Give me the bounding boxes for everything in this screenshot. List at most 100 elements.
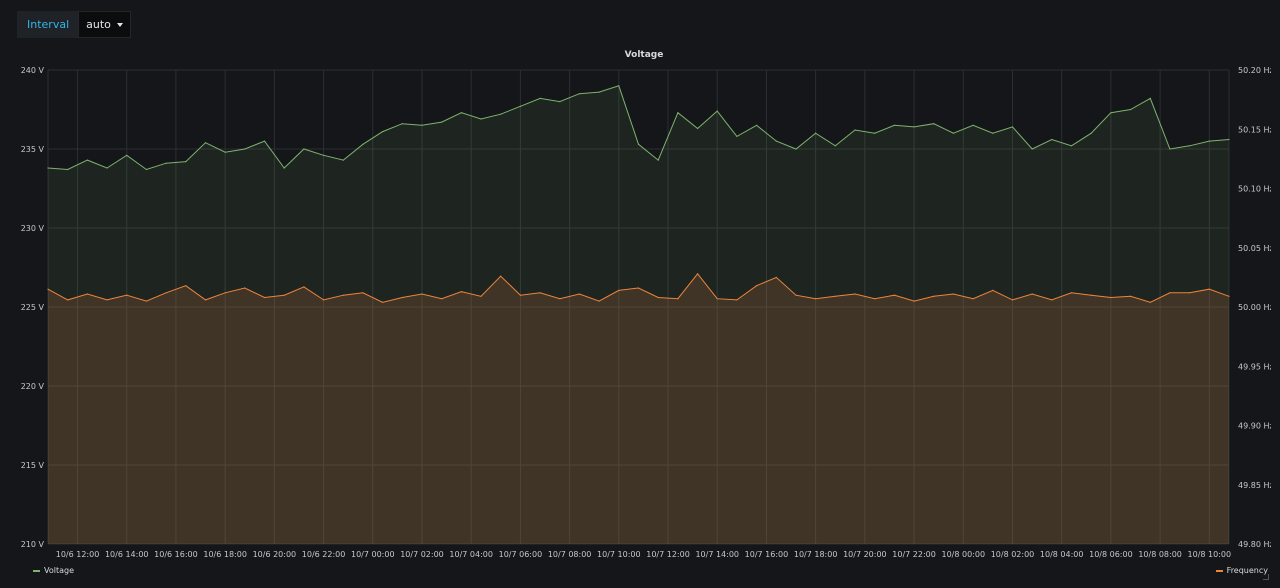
data-point-frequency <box>697 273 699 275</box>
x-tick-label: 10/7 22:00 <box>892 550 936 559</box>
x-tick-label: 10/6 20:00 <box>253 550 297 559</box>
data-point-frequency <box>1169 292 1171 294</box>
data-point-voltage <box>815 132 817 134</box>
data-point-frequency <box>263 296 266 299</box>
data-point-frequency <box>1208 288 1210 290</box>
voltage-graph-panel[interactable]: Voltage 240 V 235 V 230 V 225 V 220 V 215 V 21… <box>17 45 1271 582</box>
data-point-voltage <box>1090 132 1092 134</box>
data-point-frequency <box>67 299 69 301</box>
y-right-tick-label: 49.80 Hz <box>1238 540 1271 549</box>
interval-dropdown-value: auto <box>86 18 111 31</box>
graph-canvas[interactable]: 240 V 235 V 230 V 225 V 220 V 215 V 210 V 50.20… <box>17 45 1271 582</box>
data-point-voltage <box>1228 138 1230 141</box>
x-tick-label: 10/7 06:00 <box>499 550 543 559</box>
y-right-tick-label: 49.90 Hz <box>1238 422 1271 431</box>
data-point-voltage <box>303 148 305 150</box>
data-point-frequency <box>1011 299 1014 301</box>
data-point-frequency <box>1228 295 1230 297</box>
series-area-frequency <box>48 273 1229 544</box>
data-point-voltage <box>1110 112 1112 114</box>
data-point-voltage <box>204 142 207 144</box>
y-right-tick-label: 49.95 Hz <box>1238 362 1271 371</box>
data-point-frequency <box>1110 296 1112 299</box>
data-point-voltage <box>519 105 521 107</box>
data-point-frequency <box>1149 301 1151 303</box>
x-tick-label: 10/8 10:00 <box>1188 550 1232 559</box>
data-point-frequency <box>854 293 856 295</box>
x-tick-label: 10/7 10:00 <box>597 550 641 559</box>
data-point-voltage <box>342 159 344 161</box>
data-point-voltage <box>716 110 718 112</box>
data-point-frequency <box>126 294 128 296</box>
data-point-voltage <box>323 154 325 156</box>
interval-variable-label: Interval <box>17 11 79 38</box>
data-point-voltage <box>913 126 915 128</box>
data-point-frequency <box>519 294 521 296</box>
x-tick-label: 10/8 02:00 <box>991 550 1035 559</box>
data-point-voltage <box>795 148 797 150</box>
data-point-frequency <box>539 292 541 294</box>
data-point-voltage <box>834 145 836 147</box>
legend-label-frequency: Frequency <box>1226 566 1268 575</box>
caret-down-icon <box>116 22 123 27</box>
x-tick-label: 10/7 20:00 <box>843 550 887 559</box>
interval-dropdown[interactable]: auto <box>78 11 131 38</box>
data-point-voltage <box>1011 126 1014 128</box>
data-point-voltage <box>244 148 246 150</box>
x-tick-label: 10/6 12:00 <box>56 550 100 559</box>
data-point-voltage <box>1208 140 1210 142</box>
data-point-frequency <box>106 299 108 301</box>
data-point-frequency <box>618 289 620 291</box>
data-point-voltage <box>67 168 69 171</box>
data-point-voltage <box>637 143 640 145</box>
data-point-frequency <box>736 299 738 301</box>
data-point-voltage <box>578 93 581 95</box>
data-point-frequency <box>913 300 915 302</box>
x-tick-label: 10/7 14:00 <box>695 550 739 559</box>
data-point-frequency <box>244 287 246 289</box>
data-point-frequency <box>86 293 88 295</box>
data-point-frequency <box>952 293 955 295</box>
data-point-frequency <box>992 289 994 291</box>
data-point-voltage <box>460 112 462 114</box>
data-point-voltage <box>697 127 699 130</box>
data-point-voltage <box>933 123 935 125</box>
data-point-voltage <box>893 124 896 126</box>
data-point-frequency <box>185 285 187 287</box>
data-point-voltage <box>500 113 502 115</box>
series-area-voltage <box>48 85 1229 545</box>
x-tick-label: 10/7 02:00 <box>400 550 444 559</box>
data-point-frequency <box>637 287 640 289</box>
data-point-voltage <box>618 85 620 87</box>
data-point-voltage <box>992 132 994 134</box>
y-left-tick-label: 215 V <box>21 461 45 470</box>
legend-item-frequency[interactable]: Frequency <box>1215 566 1268 575</box>
data-point-frequency <box>323 299 325 301</box>
data-point-voltage <box>854 129 856 131</box>
legend-label-voltage: Voltage <box>44 566 75 575</box>
data-point-frequency <box>480 295 482 297</box>
data-point-frequency <box>578 293 581 295</box>
data-point-voltage <box>677 112 679 114</box>
data-point-frequency <box>204 299 207 301</box>
y-left-tick-label: 240 V <box>21 66 45 75</box>
x-tick-label: 10/8 08:00 <box>1138 550 1182 559</box>
data-point-frequency <box>1051 299 1053 301</box>
legend-item-voltage[interactable]: Voltage <box>33 566 74 575</box>
x-tick-label: 10/7 04:00 <box>449 550 493 559</box>
data-point-voltage <box>775 140 777 142</box>
data-point-frequency <box>893 294 896 296</box>
data-point-frequency <box>342 294 344 296</box>
data-point-voltage <box>165 162 167 164</box>
panel-title[interactable]: Voltage <box>624 50 664 60</box>
data-point-voltage <box>86 159 88 161</box>
x-tick-label: 10/8 04:00 <box>1040 550 1084 559</box>
data-point-frequency <box>460 291 462 293</box>
panel-resize-handle[interactable] <box>1263 574 1269 580</box>
data-point-frequency <box>382 301 384 303</box>
data-point-voltage <box>224 151 226 153</box>
data-point-frequency <box>657 296 659 299</box>
data-point-voltage <box>126 154 128 156</box>
data-point-voltage <box>539 97 541 99</box>
template-variable-bar: Interval auto <box>17 11 131 38</box>
